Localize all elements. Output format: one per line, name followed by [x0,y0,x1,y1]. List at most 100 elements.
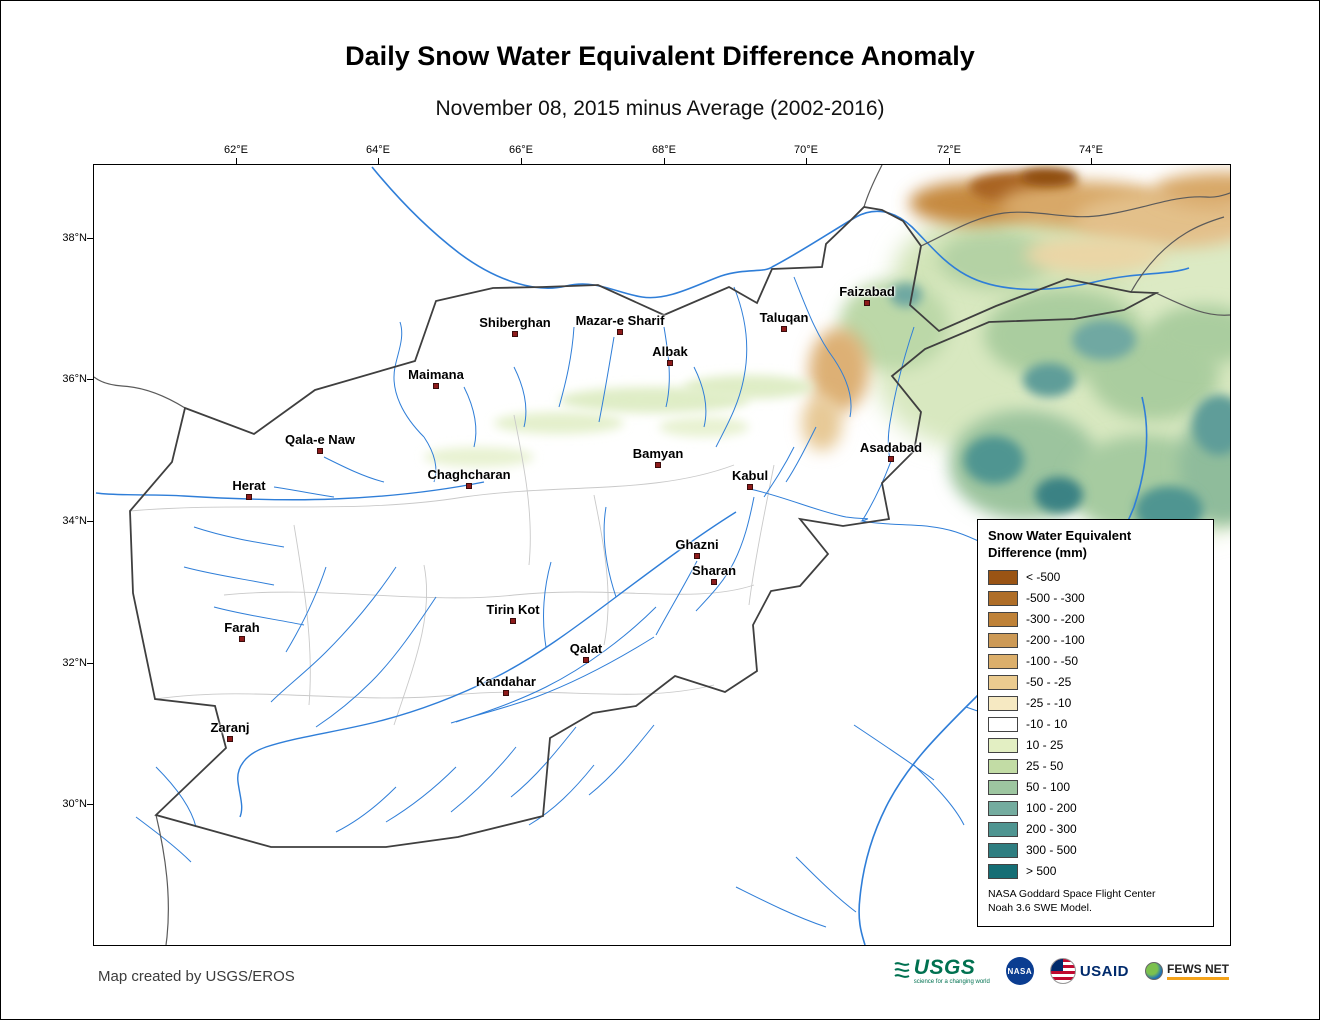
legend-class-label: 25 - 50 [1026,759,1064,774]
legend-swatch [988,695,1018,711]
nasa-logo-text: NASA [1007,966,1033,976]
city-marker [583,657,589,663]
city-label: Shiberghan [479,315,551,330]
legend-class-label: < -500 [1026,570,1061,585]
fewsnet-logo-text: FEWS NET [1167,962,1229,980]
map-canvas [94,165,1230,945]
page-title: Daily Snow Water Equivalent Difference A… [345,41,975,71]
city-marker [617,329,623,335]
legend: Snow Water Equivalent Difference (mm) < … [977,519,1214,927]
legend-swatch [988,590,1018,606]
usgs-wave-icon [894,962,910,978]
tick-mark [806,158,807,164]
city-label: Zaranj [210,720,250,735]
legend-row: -10 - 10 [988,714,1203,735]
legend-row: < -500 [988,567,1203,588]
tick-mark [521,158,522,164]
legend-swatch [988,737,1018,753]
legend-class-label: -300 - -200 [1026,612,1085,627]
anomaly-raster-layer [424,168,1230,535]
usgs-logo-tagline: science for a changing world [913,979,990,985]
legend-swatch [988,653,1018,669]
legend-swatch [988,632,1018,648]
legend-row: -100 - -50 [988,651,1203,672]
tick-mark [87,379,93,380]
legend-row: 25 - 50 [988,756,1203,777]
tick-mark [87,521,93,522]
city-label: Kabul [731,468,769,483]
legend-row: 10 - 25 [988,735,1203,756]
legend-class-label: 100 - 200 [1026,801,1077,816]
legend-title: Snow Water Equivalent [988,528,1132,543]
legend-class-label: -25 - -10 [1026,696,1072,711]
city-label: Farah [224,620,260,635]
map-frame: Faizabad Shiberghan Mazar-e Sharif Taluqan A… [93,164,1231,946]
tick-mark [87,663,93,664]
city-label: Kandahar [476,674,536,689]
city-marker [711,579,717,585]
city-label: Tirin Kot [486,602,540,617]
legend-class-label: -10 - 10 [1026,717,1068,732]
city-marker [503,690,509,696]
city-marker [888,456,894,462]
city-marker [227,736,233,742]
legend-swatch [988,863,1018,879]
legend-swatch [988,611,1018,627]
city-layer: Faizabad Shiberghan Mazar-e Sharif Taluqan A… [94,165,1230,945]
city-marker [317,448,323,454]
latitude-label: 36°N [62,373,87,385]
legend-row: -300 - -200 [988,609,1203,630]
city-marker [781,326,787,332]
legend-title-line2: Difference (mm) [988,544,1087,560]
legend-note-line2: Noah 3.6 SWE Model. [988,901,1092,914]
city-marker [510,618,516,624]
city-label: Taluqan [759,310,809,325]
fewsnet-logo: FEWS NET [1145,962,1229,980]
usgs-logo-text: USGS [913,956,976,979]
city-marker [433,383,439,389]
city-marker [694,553,700,559]
longitude-label: 72°E [937,144,961,156]
tick-mark [1091,158,1092,164]
city-marker [655,462,661,468]
city-marker [239,636,245,642]
legend-class-label: -200 - -100 [1026,633,1085,648]
latitude-label: 32°N [62,657,87,669]
usaid-logo: USAID [1049,958,1129,984]
neighbor-borders-layer [94,165,1230,945]
legend-swatch [988,842,1018,858]
city-marker [246,494,252,500]
fewsnet-globe-icon [1145,962,1163,980]
city-label: Chaghcharan [427,467,511,482]
city-label: Asadabad [859,440,923,455]
city-label: Albak [652,344,688,359]
tick-mark [87,238,93,239]
page-subtitle: November 08, 2015 minus Average (2002-20… [435,97,885,120]
city-label: Sharan [691,563,737,578]
legend-row: 200 - 300 [988,819,1203,840]
city-label: Maimana [408,367,464,382]
legend-note-line1: NASA Goddard Space Flight Center [988,887,1156,900]
legend-class-label: 200 - 300 [1026,822,1077,837]
tick-mark [236,158,237,164]
nasa-logo: NASA [1005,957,1034,985]
legend-row: 50 - 100 [988,777,1203,798]
legend-swatch [988,800,1018,816]
legend-class-label: -50 - -25 [1026,675,1072,690]
tick-mark [87,804,93,805]
legend-swatch [988,569,1018,585]
city-marker [667,360,673,366]
city-label: Qala-e Naw [284,432,356,447]
city-label: Faizabad [839,284,895,299]
map-credit: Map created by USGS/EROS [98,968,295,985]
latitude-label: 34°N [62,515,87,527]
usaid-flag-icon [1049,958,1076,984]
legend-row: -500 - -300 [988,588,1203,609]
legend-note: NASA Goddard Space Flight Center Noah 3.… [988,887,1203,915]
basin-boundaries-layer [129,414,775,726]
tick-mark [378,158,379,164]
usaid-logo-text: USAID [1079,962,1129,980]
city-marker [747,484,753,490]
logos-row: USGS science for a changing world NASA U… [894,957,1229,985]
